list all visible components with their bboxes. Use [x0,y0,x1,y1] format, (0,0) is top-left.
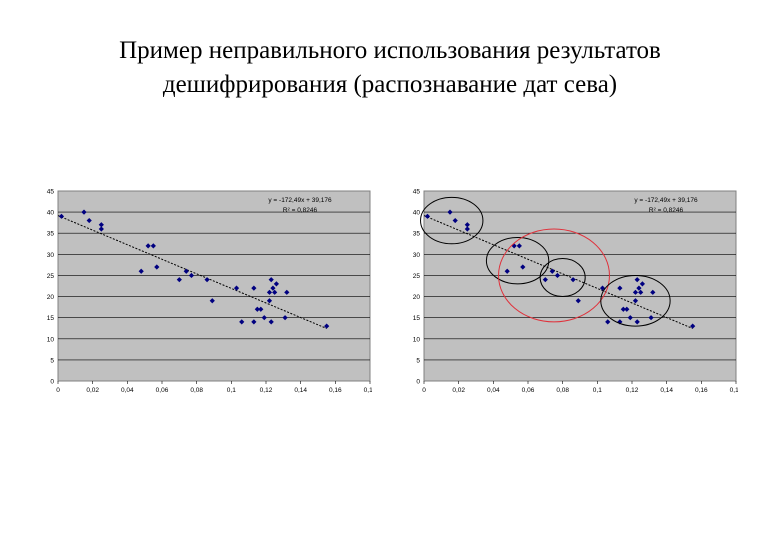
trendline [423,215,693,329]
data-point [81,209,87,215]
data-point [86,217,92,224]
x-tick-label: 0,02 [452,387,465,394]
x-tick-label: 0,18 [730,387,738,394]
y-tick-label: 25 [47,273,55,280]
scatter-chart-left: 0 5 10 15 20 25 30 35 40 45 0 0,02 0,04 0,06 0,08 0,1 0,… [32,185,377,405]
data-point [632,298,639,304]
data-point [58,213,65,219]
r-squared-label: R² = 0,8246 [649,207,684,214]
y-tick-label: 20 [47,294,55,301]
data-point [150,243,156,249]
data-point [98,226,104,232]
x-tick-label: 0,14 [294,387,307,394]
x-tick-label: 0,12 [260,387,273,394]
data-point [511,243,517,249]
title-line-1: Пример неправильного использования резул… [119,37,661,64]
y-tick-label: 35 [47,231,55,238]
y-tick-label: 15 [413,315,421,322]
y-tick-label: 25 [413,273,421,280]
scatter-chart-left-svg: 0 5 10 15 20 25 30 35 40 45 0 0,02 0,04 0,06 0,08 0,1 0,… [47,189,377,395]
x-tick-label: 0,16 [695,387,708,394]
cluster-circle [420,196,484,245]
cluster-circle [600,274,671,327]
plot-area [57,190,371,382]
x-tick-label: 0,16 [329,387,342,394]
cluster-circle [539,258,586,298]
y-tick-label: 30 [413,252,421,259]
y-tick-label: 5 [416,357,420,364]
data-point [138,268,144,274]
cluster-circle [498,228,610,323]
data-point [690,323,696,329]
slide-title: Пример неправильного использования резул… [40,34,740,102]
plot-area [423,190,737,382]
y-tick-label: 15 [47,315,55,322]
x-tick-label: 0,08 [190,387,203,394]
x-tick-label: 0 [56,387,60,394]
y-tick-label: 40 [47,210,55,217]
scatter-chart-right: 0 5 10 15 20 25 30 35 40 45 0 0,02 0,04 0,06 0,08 0,1 0,… [398,185,743,405]
y-tick-label: 0 [50,379,54,386]
y-tick-label: 30 [47,252,55,259]
x-tick-label: 0,12 [626,387,639,394]
data-point [98,222,104,228]
y-tick-label: 10 [47,336,55,343]
data-point [520,264,526,270]
x-tick-label: 0,02 [86,387,99,394]
x-tick-label: 0,06 [522,387,535,394]
y-tick-label: 40 [413,210,421,217]
x-tick-label: 0,08 [556,387,569,394]
y-tick-label: 35 [413,231,421,238]
data-point [261,315,267,321]
x-tick-label: 0,1 [593,387,602,394]
y-tick-label: 10 [413,336,421,343]
regression-equation: y = -172,49x + 39,176 [268,197,332,204]
y-tick-label: 20 [413,294,421,301]
x-tick-label: 0,04 [121,387,134,394]
scatter-chart-right-svg: 0 5 10 15 20 25 30 35 40 45 0 0,02 0,04 0,06 0,08 0,1 0,… [413,189,743,395]
x-tick-label: 0,06 [156,387,169,394]
regression-equation: y = -172,49x + 39,176 [634,197,698,204]
x-tick-label: 0,18 [364,387,372,394]
title-line-2: дешифрирования (распознавание дат сева) [162,71,618,98]
trendline [57,215,327,329]
y-tick-label: 0 [416,379,420,386]
x-tick-label: 0,14 [660,387,673,394]
x-tick-label: 0 [422,387,426,394]
y-tick-label: 45 [413,189,421,196]
data-point [447,209,453,215]
data-point [154,264,160,270]
y-tick-label: 5 [50,357,54,364]
r-squared-label: R² = 0,8246 [283,207,318,214]
x-tick-label: 0,1 [227,387,236,394]
cluster-circle [485,236,550,285]
x-tick-label: 0,04 [487,387,500,394]
y-tick-label: 45 [47,189,55,196]
data-point [145,243,151,249]
